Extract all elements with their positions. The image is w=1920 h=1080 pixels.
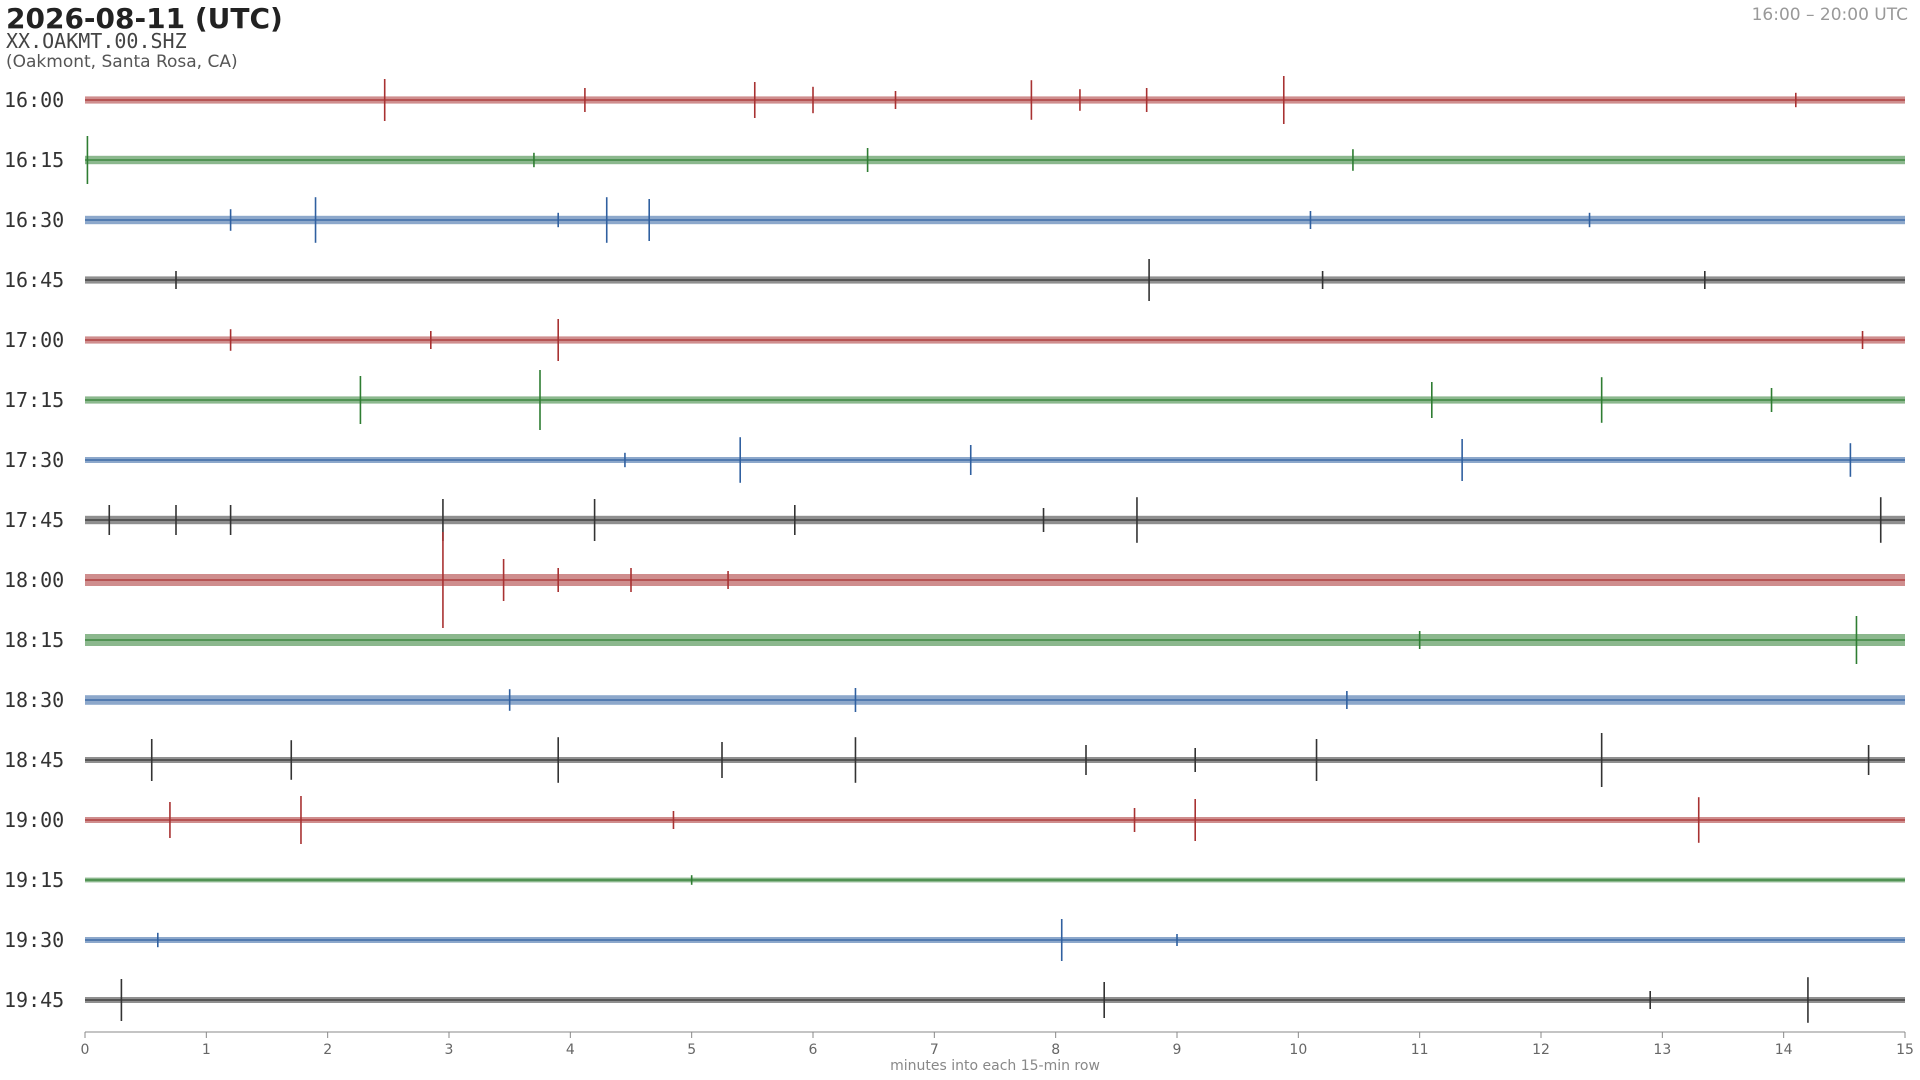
row-label: 19:30	[4, 928, 64, 952]
x-tick-label: 15	[1896, 1042, 1914, 1058]
x-tick-label: 1	[202, 1042, 211, 1058]
row-label: 19:00	[4, 808, 64, 832]
x-tick-label: 4	[566, 1042, 575, 1058]
x-tick-label: 6	[809, 1042, 818, 1058]
station-code: XX.OAKMT.00.SHZ	[6, 29, 187, 53]
x-tick-label: 14	[1775, 1042, 1793, 1058]
row-label: 18:30	[4, 688, 64, 712]
row-label: 17:15	[4, 388, 64, 412]
row-label: 18:00	[4, 568, 64, 592]
x-tick-label: 12	[1532, 1042, 1550, 1058]
row-label: 19:15	[4, 868, 64, 892]
x-tick-label: 3	[445, 1042, 454, 1058]
x-tick-label: 9	[1173, 1042, 1182, 1058]
row-label: 16:00	[4, 88, 64, 112]
row-label: 17:30	[4, 448, 64, 472]
x-tick-label: 13	[1653, 1042, 1671, 1058]
station-location: (Oakmont, Santa Rosa, CA)	[6, 52, 238, 72]
row-label: 19:45	[4, 988, 64, 1012]
row-label: 18:45	[4, 748, 64, 772]
chart-title: 2026-08-11 (UTC)	[6, 2, 283, 35]
row-label: 18:15	[4, 628, 64, 652]
x-tick-label: 0	[81, 1042, 90, 1058]
row-label: 16:15	[4, 148, 64, 172]
x-tick-label: 11	[1411, 1042, 1429, 1058]
row-label: 17:00	[4, 328, 64, 352]
x-axis-label: minutes into each 15-min row	[890, 1058, 1100, 1074]
x-tick-label: 7	[930, 1042, 939, 1058]
row-label: 16:30	[4, 208, 64, 232]
time-range: 16:00 – 20:00 UTC	[1752, 5, 1908, 25]
x-tick-label: 5	[687, 1042, 696, 1058]
x-tick-label: 10	[1289, 1042, 1307, 1058]
row-label: 17:45	[4, 508, 64, 532]
row-label: 16:45	[4, 268, 64, 292]
x-tick-label: 8	[1051, 1042, 1060, 1058]
x-tick-label: 2	[323, 1042, 332, 1058]
